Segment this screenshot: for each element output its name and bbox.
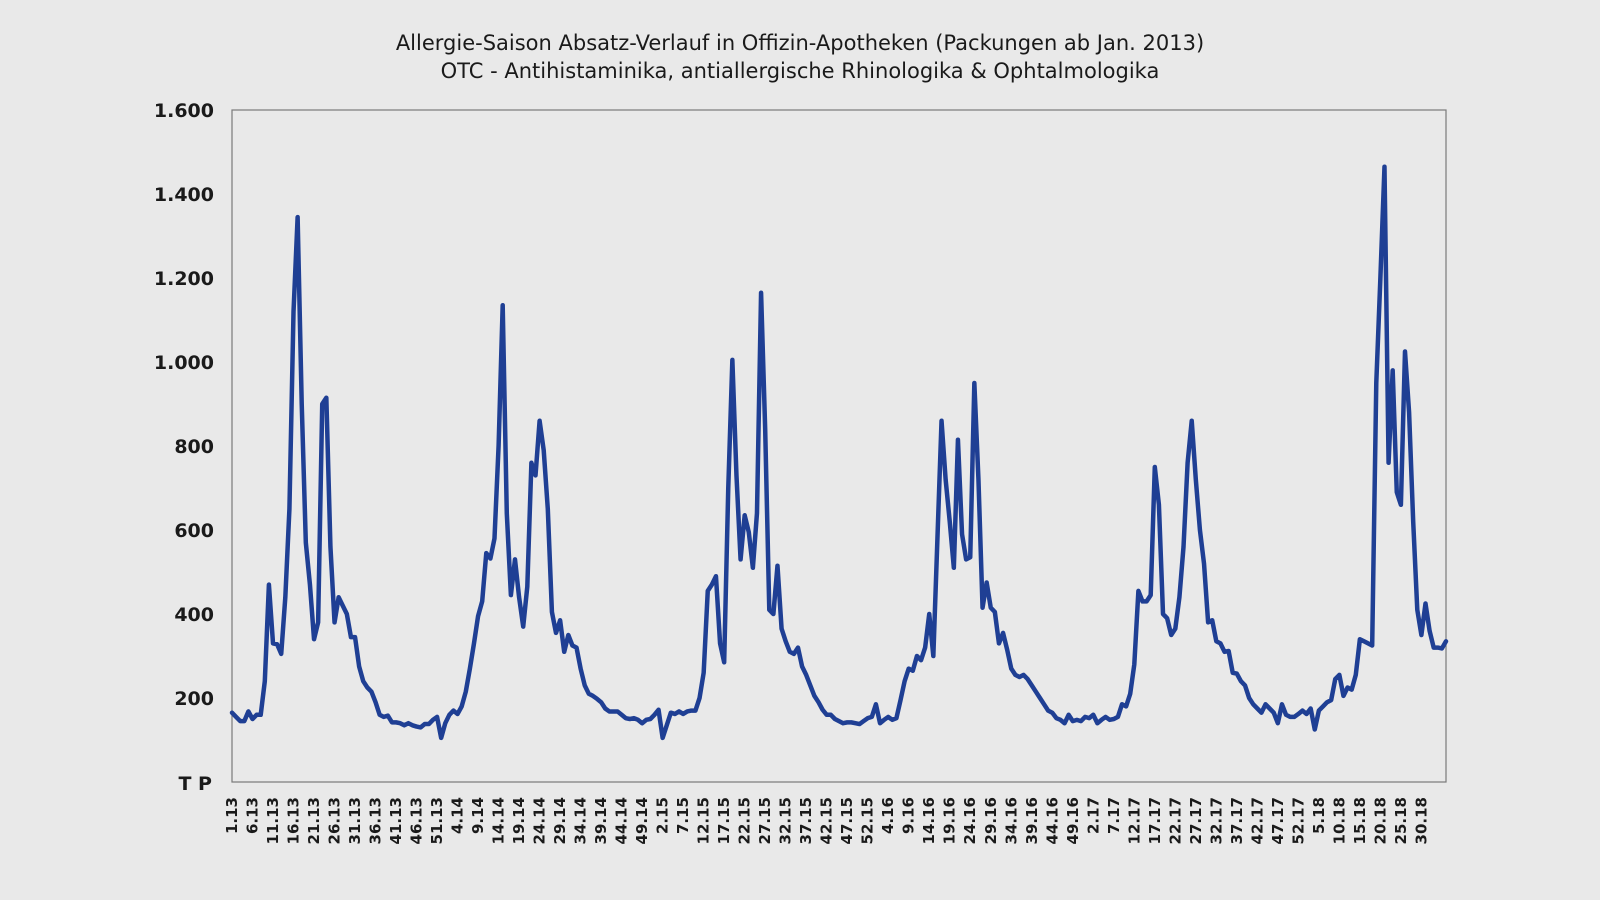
x-tick-label: 10.18	[1330, 797, 1348, 844]
y-tick-label: 600	[174, 520, 214, 542]
x-tick-label: 6.13	[244, 797, 262, 834]
x-tick-label: 47.17	[1269, 797, 1287, 844]
x-tick-label: 17.17	[1146, 797, 1164, 844]
y-tick-label: 1.000	[154, 352, 214, 374]
x-tick-label: 20.18	[1371, 797, 1389, 844]
x-tick-label: 36.13	[367, 797, 385, 844]
x-tick-label: 21.13	[305, 797, 323, 844]
x-tick-label: 25.18	[1392, 797, 1410, 844]
x-tick-label: 9.14	[469, 797, 487, 834]
x-tick-label: 29.14	[551, 797, 569, 844]
x-tick-label: 7.17	[1105, 797, 1123, 834]
y-axis-unit-label: T P	[178, 773, 212, 795]
y-tick-label: 400	[174, 604, 214, 626]
x-tick-label: 19.14	[510, 797, 528, 844]
x-tick-label: 27.17	[1187, 797, 1205, 844]
y-axis-ticks: 200 400 600 800 1.000 1.200 1.400 1.600	[154, 100, 214, 710]
chart-subtitle: OTC - Antihistaminika, antiallergische R…	[440, 59, 1160, 83]
x-tick-label: 42.15	[818, 797, 836, 844]
x-tick-label: 34.14	[572, 797, 590, 844]
x-tick-label: 32.15	[777, 797, 795, 844]
x-tick-label: 52.17	[1289, 797, 1307, 844]
x-tick-label: 39.14	[592, 797, 610, 844]
chart-title: Allergie-Saison Absatz-Verlauf in Offizi…	[395, 31, 1205, 55]
x-tick-label: 11.13	[264, 797, 282, 844]
x-tick-label: 24.14	[531, 797, 549, 844]
x-tick-label: 41.13	[387, 797, 405, 844]
x-tick-label: 16.13	[285, 797, 303, 844]
x-tick-label: 46.13	[408, 797, 426, 844]
x-tick-label: 37.15	[797, 797, 815, 844]
x-tick-label: 29.16	[982, 797, 1000, 844]
x-tick-label: 12.17	[1125, 797, 1143, 844]
x-tick-label: 22.17	[1166, 797, 1184, 844]
x-tick-label: 52.15	[859, 797, 877, 844]
x-tick-label: 14.16	[920, 797, 938, 844]
x-tick-label: 42.17	[1248, 797, 1266, 844]
x-tick-label: 37.17	[1228, 797, 1246, 844]
x-tick-label: 51.13	[428, 797, 446, 844]
x-tick-label: 26.13	[326, 797, 344, 844]
y-tick-label: 800	[174, 436, 214, 458]
x-tick-label: 4.16	[879, 797, 897, 834]
x-tick-label: 39.16	[1023, 797, 1041, 844]
x-tick-label: 5.18	[1310, 797, 1328, 834]
x-tick-label: 1.13	[223, 797, 241, 834]
x-tick-label: 19.16	[941, 797, 959, 844]
x-tick-label: 24.16	[961, 797, 979, 844]
x-tick-label: 44.14	[613, 797, 631, 844]
x-tick-label: 14.14	[490, 797, 508, 844]
x-tick-label: 9.16	[900, 797, 918, 834]
series-line	[229, 164, 1449, 741]
x-tick-label: 2.15	[654, 797, 672, 834]
y-tick-label: 1.600	[154, 100, 214, 122]
x-tick-label: 15.18	[1351, 797, 1369, 844]
x-tick-label: 30.18	[1412, 797, 1430, 844]
y-tick-label: 1.400	[154, 184, 214, 206]
x-tick-label: 12.15	[695, 797, 713, 844]
x-tick-label: 2.17	[1084, 797, 1102, 834]
x-tick-label: 49.14	[633, 797, 651, 844]
x-tick-label: 31.13	[346, 797, 364, 844]
plot-area	[231, 109, 1447, 783]
x-tick-label: 7.15	[674, 797, 692, 834]
x-tick-label: 32.17	[1207, 797, 1225, 844]
y-tick-label: 1.200	[154, 268, 214, 290]
x-tick-label: 4.14	[449, 797, 467, 834]
x-tick-label: 47.15	[838, 797, 856, 844]
y-tick-label: 200	[174, 688, 214, 710]
x-tick-label: 34.16	[1002, 797, 1020, 844]
x-tick-label: 44.16	[1043, 797, 1061, 844]
x-tick-label: 22.15	[736, 797, 754, 844]
x-tick-label: 49.16	[1064, 797, 1082, 844]
x-tick-label: 17.15	[715, 797, 733, 844]
x-axis-ticks: 1.13 6.13 11.13 16.13 21.13 26.13 31.13 36.13 41…	[223, 797, 1430, 844]
x-tick-label: 27.15	[756, 797, 774, 844]
